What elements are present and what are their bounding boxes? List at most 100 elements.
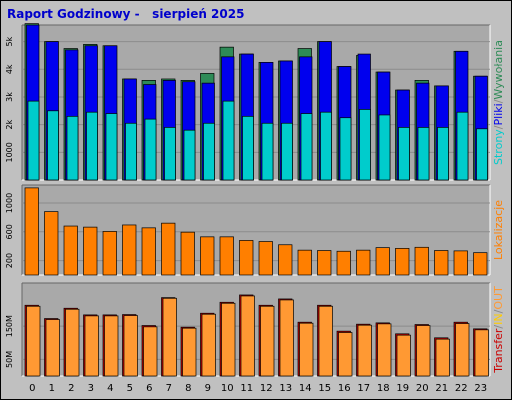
pages-bar — [359, 109, 371, 181]
x-tick-label: 22 — [455, 383, 468, 394]
visits-bar — [219, 236, 234, 276]
x-tick-label: 19 — [396, 383, 409, 394]
out-bar — [240, 295, 255, 377]
x-tick-label: 8 — [185, 383, 191, 394]
top-panel-legend: Strony/Pliki/Wywołania — [492, 40, 505, 165]
pages-bar — [222, 100, 235, 181]
visits-panel-y-tick-label: 1000 — [5, 193, 14, 213]
visits-bar — [414, 246, 429, 276]
x-tick-label: 23 — [474, 383, 487, 394]
pages-bar — [164, 127, 176, 181]
pages-bar — [320, 111, 332, 181]
hits-panel-y-tick-label: 4k — [5, 64, 14, 74]
hits-panel-y-tick-label: 2k — [5, 119, 14, 129]
x-tick-label: 0 — [29, 383, 35, 394]
pages-bar — [86, 111, 98, 181]
visits-bar — [44, 211, 59, 276]
out-bar — [182, 327, 197, 377]
kbytes-panel-y-tick-label: 50M — [5, 351, 14, 368]
pages-bar — [281, 122, 293, 181]
visits-panel-plot-area — [22, 185, 490, 275]
pages-bar — [398, 127, 410, 181]
visits-bar — [375, 247, 390, 276]
x-tick-label: 15 — [318, 383, 331, 394]
out-bar — [143, 326, 158, 377]
out-bar — [104, 315, 119, 377]
visits-bar — [356, 249, 371, 276]
bottom-panel-legend-part: / — [492, 325, 505, 329]
kbytes-panel-plot-area — [22, 283, 490, 376]
page-title: Raport Godzinowy - sierpień 2025 — [7, 7, 245, 21]
top-panel-legend-part: / — [492, 99, 505, 103]
visits-bar — [180, 231, 195, 276]
x-tick-label: 2 — [68, 383, 74, 394]
pages-bar — [261, 122, 274, 181]
out-bar — [474, 329, 489, 377]
out-bar — [45, 319, 60, 377]
hits-panel-y-tick-label: 1000 — [5, 142, 14, 162]
out-bar — [338, 332, 353, 377]
out-bar — [357, 324, 372, 377]
x-tick-label: 18 — [377, 383, 390, 394]
x-tick-label: 4 — [107, 383, 113, 394]
out-bar — [455, 323, 470, 377]
out-bar — [377, 323, 392, 377]
visits-bar — [317, 250, 332, 276]
top-panel-legend-part: / — [492, 125, 505, 129]
x-tick-label: 20 — [416, 383, 429, 394]
visits-bar — [297, 249, 312, 276]
x-tick-label: 12 — [260, 383, 273, 394]
pages-bar — [27, 100, 40, 181]
x-tick-label: 17 — [357, 383, 370, 394]
bottom-panel-legend-part: / — [492, 309, 505, 313]
out-bar — [435, 338, 450, 377]
hits-panel-plot-area — [22, 25, 490, 180]
kbytes-panel-y-tick-label: 150M — [5, 315, 14, 337]
bottom-panel-legend-part: IN — [492, 313, 505, 324]
x-tick-label: 9 — [205, 383, 211, 394]
out-bar — [416, 325, 431, 377]
out-bar — [396, 334, 411, 377]
top-panel-legend-part: Pliki — [492, 103, 505, 125]
bottom-panel-legend-part: OUT — [492, 286, 505, 310]
visits-bar — [453, 250, 468, 276]
pages-bar — [437, 127, 449, 181]
visits-panel-y-tick-label: 600 — [5, 224, 14, 239]
x-tick-label: 10 — [221, 383, 234, 394]
middle-panel-legend-part: Lokalizacje — [492, 200, 505, 260]
out-bar — [84, 315, 99, 377]
pages-bar — [183, 129, 196, 181]
pages-bar — [203, 122, 215, 181]
visits-bar — [83, 226, 98, 276]
out-bar — [162, 297, 177, 377]
out-bar — [65, 308, 80, 377]
pages-bar — [417, 127, 430, 181]
pages-bar — [66, 115, 79, 181]
out-bar — [201, 313, 216, 377]
out-bar — [299, 322, 314, 377]
bottom-panel-legend-part: Transfer — [492, 328, 505, 374]
visits-bar — [63, 225, 78, 276]
pages-bar — [105, 113, 118, 181]
out-bar — [279, 299, 294, 377]
x-tick-label: 11 — [240, 383, 253, 394]
top-panel-legend-part: Strony — [492, 129, 505, 165]
visits-bar — [473, 252, 488, 276]
visits-bar — [258, 241, 273, 276]
hits-panel-y-tick-label: 5k — [5, 36, 14, 46]
pages-bar — [339, 117, 352, 181]
out-bar — [123, 315, 138, 377]
x-tick-label: 1 — [49, 383, 55, 394]
out-bar — [260, 305, 275, 377]
x-tick-label: 21 — [435, 383, 448, 394]
visits-bar — [395, 248, 410, 276]
x-tick-label: 14 — [299, 383, 312, 394]
pages-bar — [456, 111, 469, 181]
top-panel-legend-part: Wywołania — [492, 40, 505, 100]
out-bar — [26, 305, 41, 377]
visits-bar — [434, 250, 449, 276]
visits-panel-y-tick-label: 200 — [5, 253, 14, 268]
out-bar — [318, 305, 333, 377]
x-tick-label: 16 — [338, 383, 351, 394]
visits-bar — [161, 222, 176, 276]
